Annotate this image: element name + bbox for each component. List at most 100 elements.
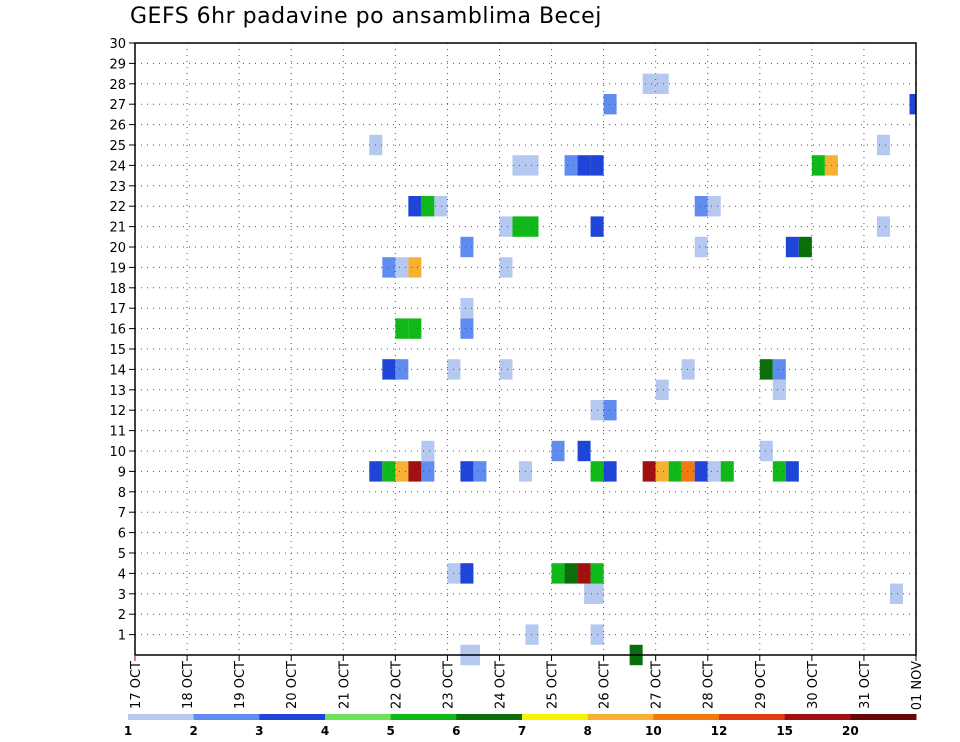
data-cell <box>460 461 474 482</box>
x-tick-label: 31 OCT <box>858 661 873 709</box>
data-cell <box>499 359 513 380</box>
data-cell <box>707 196 721 217</box>
x-tick-label: 29 OCT <box>754 661 769 709</box>
y-tick-label: 11 <box>109 425 126 440</box>
y-tick-label: 4 <box>118 567 126 582</box>
data-cell <box>408 318 422 339</box>
x-tick-label: 18 OCT <box>181 661 196 709</box>
y-tick-label: 22 <box>109 200 126 215</box>
data-cell <box>642 73 656 94</box>
colorbar-label: 6 <box>452 724 460 738</box>
data-cell <box>655 461 669 482</box>
y-tick-label: 28 <box>109 78 126 93</box>
data-cell <box>382 461 396 482</box>
y-tick-label: 9 <box>118 465 126 480</box>
data-cell <box>603 461 617 482</box>
y-tick-label: 2 <box>118 608 126 623</box>
colorbar-label: 20 <box>842 724 859 738</box>
chart-title: GEFS 6hr padavine po ansamblima Becej <box>130 4 602 29</box>
data-cell <box>876 134 890 156</box>
data-cell <box>603 400 617 421</box>
x-tick-label: 26 OCT <box>598 661 613 709</box>
x-tick-label: 01 NOV <box>910 661 925 710</box>
y-tick-label: 30 <box>109 37 126 52</box>
y-tick-label: 15 <box>109 343 126 358</box>
y-tick-label: 19 <box>109 261 126 276</box>
data-cell <box>512 155 526 176</box>
y-tick-label: 24 <box>109 159 126 174</box>
data-cell <box>642 461 656 482</box>
data-cell <box>434 196 448 217</box>
data-cell <box>564 563 578 584</box>
data-cell <box>512 216 526 237</box>
data-cell <box>603 94 617 115</box>
y-tick-label: 1 <box>118 629 126 644</box>
x-tick-label: 17 OCT <box>129 661 144 709</box>
colorbar-label: 7 <box>518 724 526 738</box>
data-cell <box>408 461 422 482</box>
data-cell <box>395 318 409 339</box>
y-tick-label: 23 <box>109 180 126 195</box>
colorbar-label: 3 <box>255 724 263 738</box>
colorbar-swatch <box>784 714 851 720</box>
colorbar-swatch <box>390 714 457 720</box>
data-cell <box>909 94 916 115</box>
y-tick-label: 27 <box>109 98 126 113</box>
colorbar-swatch <box>522 714 589 720</box>
data-cell <box>395 257 409 278</box>
data-cell <box>382 359 396 380</box>
data-cell <box>525 624 539 645</box>
colorbar-swatch <box>653 714 720 720</box>
data-cell <box>460 298 474 319</box>
y-tick-label: 3 <box>118 588 126 603</box>
cell-layer <box>369 73 916 666</box>
axes-layer: 1234567891011121314151617181920212223242… <box>109 37 925 710</box>
y-tick-label: 16 <box>109 323 126 338</box>
data-cell <box>460 236 474 258</box>
data-cell <box>408 196 422 217</box>
data-cell <box>785 236 799 258</box>
data-cell <box>577 440 591 462</box>
data-cell <box>473 461 487 482</box>
y-tick-label: 7 <box>118 506 126 521</box>
y-tick-label: 12 <box>109 404 126 419</box>
colorbar-swatch <box>259 714 326 720</box>
colorbar-label: 4 <box>321 724 329 738</box>
colorbar-swatch <box>193 714 260 720</box>
data-cell <box>681 461 695 482</box>
y-tick-label: 20 <box>109 241 126 256</box>
y-tick-label: 14 <box>109 363 126 378</box>
data-cell <box>694 196 708 217</box>
data-cell <box>798 236 812 258</box>
data-cell <box>759 440 773 462</box>
x-tick-label: 27 OCT <box>650 661 665 709</box>
data-cell <box>499 257 513 278</box>
colorbar-label: 10 <box>645 724 662 738</box>
x-tick-label: 28 OCT <box>702 661 717 709</box>
data-cell <box>395 461 409 482</box>
data-cell <box>577 563 591 584</box>
data-cell <box>382 257 396 278</box>
colorbar-label: 1 <box>124 724 132 738</box>
data-cell <box>655 379 669 400</box>
data-cell <box>759 359 773 380</box>
x-tick-label: 25 OCT <box>546 661 561 709</box>
x-tick-label: 23 OCT <box>441 661 456 709</box>
y-tick-label: 17 <box>109 302 126 317</box>
y-tick-label: 26 <box>109 119 126 134</box>
colorbar-label: 5 <box>386 724 394 738</box>
colorbar-swatch <box>325 714 392 720</box>
data-cell <box>577 155 591 176</box>
data-cell <box>876 216 890 237</box>
colorbar-swatch <box>719 714 786 720</box>
data-cell <box>681 359 695 380</box>
x-tick-label: 21 OCT <box>337 661 352 709</box>
data-cell <box>772 359 786 380</box>
data-cell <box>460 563 474 584</box>
colorbar-label: 2 <box>189 724 197 738</box>
colorbar-label: 15 <box>776 724 793 738</box>
data-cell <box>707 461 721 482</box>
data-cell <box>421 196 435 217</box>
y-tick-label: 21 <box>109 221 126 236</box>
